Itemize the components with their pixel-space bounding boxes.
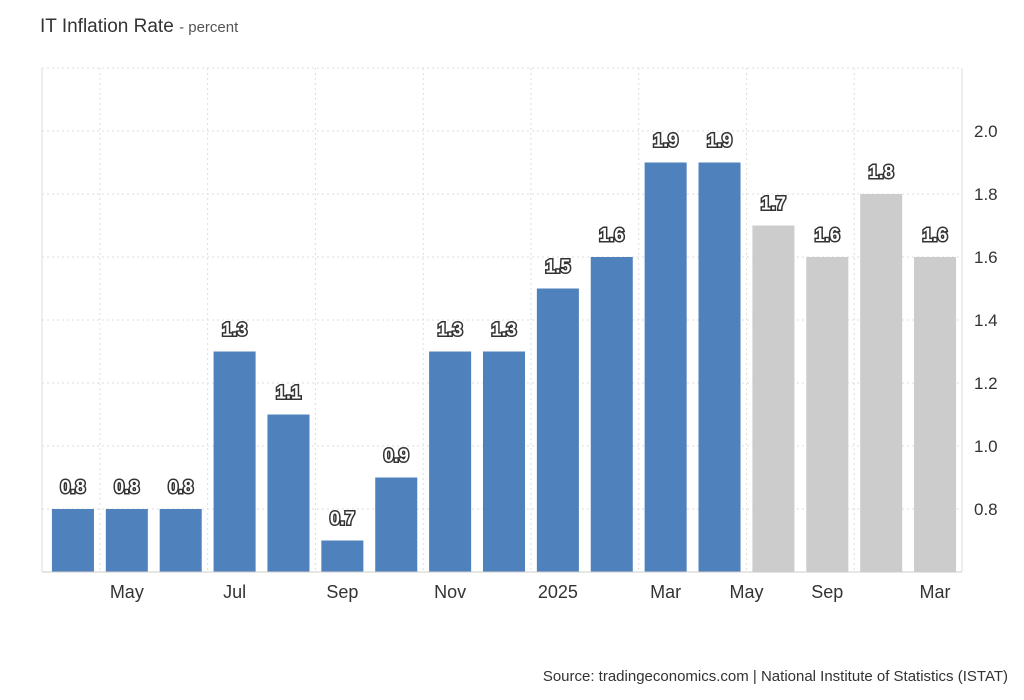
x-tick-label: May <box>110 582 144 602</box>
bar-value-label: 1.1 <box>276 383 301 403</box>
bar <box>860 194 903 572</box>
chart-subtitle: - percent <box>179 19 239 36</box>
bar-value-label: 1.5 <box>545 257 570 277</box>
bar <box>51 509 94 572</box>
bar <box>105 509 148 572</box>
x-tick-label: Mar <box>650 582 681 602</box>
chart-title-text: IT Inflation Rate <box>40 16 174 37</box>
bar <box>698 162 741 572</box>
x-tick-label: Mar <box>920 582 951 602</box>
bar-chart: 0.8 1.0 1.2 1.4 1.6 1.8 2.0 0.8 0.8 0.8 1.3 1.1 0.7 0… <box>41 67 998 602</box>
bar <box>806 257 849 572</box>
x-tick-label: Nov <box>434 582 466 602</box>
bar <box>159 509 202 572</box>
bar-value-label: 1.3 <box>491 320 516 340</box>
bar-value-label: 1.3 <box>438 320 463 340</box>
bar-value-label: 1.8 <box>869 162 894 182</box>
bar-value-label: 1.3 <box>222 320 247 340</box>
bar-value-label: 0.9 <box>384 446 409 466</box>
bar <box>536 288 579 572</box>
bar <box>429 351 472 572</box>
bar <box>590 257 633 572</box>
bar-value-label: 1.7 <box>761 194 786 214</box>
x-tick-label: Jul <box>223 582 246 602</box>
bar <box>482 351 526 572</box>
y-tick-label: 1.4 <box>974 311 998 330</box>
x-tick-label: Sep <box>326 582 358 602</box>
bar-value-label: 1.9 <box>653 131 678 151</box>
bar-value-label: 1.6 <box>815 225 840 245</box>
bar <box>644 162 687 572</box>
bar-value-label: 0.8 <box>168 477 193 497</box>
bar-value-label: 0.8 <box>114 477 139 497</box>
bar-value-label: 1.6 <box>599 225 624 245</box>
bar <box>321 540 364 572</box>
chart-title: IT Inflation Rate - percent <box>40 16 238 38</box>
y-tick-label: 1.0 <box>974 437 998 456</box>
y-tick-label: 1.2 <box>974 374 998 393</box>
bar-value-label: 0.7 <box>330 509 355 529</box>
bar-value-label: 1.9 <box>707 131 732 151</box>
bar <box>914 257 957 572</box>
source-note: Source: tradingeconomics.com | National … <box>542 668 1008 685</box>
y-tick-label: 2.0 <box>974 122 998 141</box>
bar <box>267 414 310 572</box>
bar <box>213 351 256 572</box>
bar <box>752 225 795 572</box>
y-tick-label: 0.8 <box>974 500 998 519</box>
x-tick-label: 2025 <box>538 582 578 602</box>
y-tick-label: 1.8 <box>974 185 998 204</box>
x-tick-label: May <box>729 582 763 602</box>
y-tick-label: 1.6 <box>974 248 998 267</box>
bar-value-label: 1.6 <box>923 225 948 245</box>
bar <box>375 477 418 572</box>
x-tick-label: Sep <box>811 582 843 602</box>
bar-value-label: 0.8 <box>60 477 85 497</box>
